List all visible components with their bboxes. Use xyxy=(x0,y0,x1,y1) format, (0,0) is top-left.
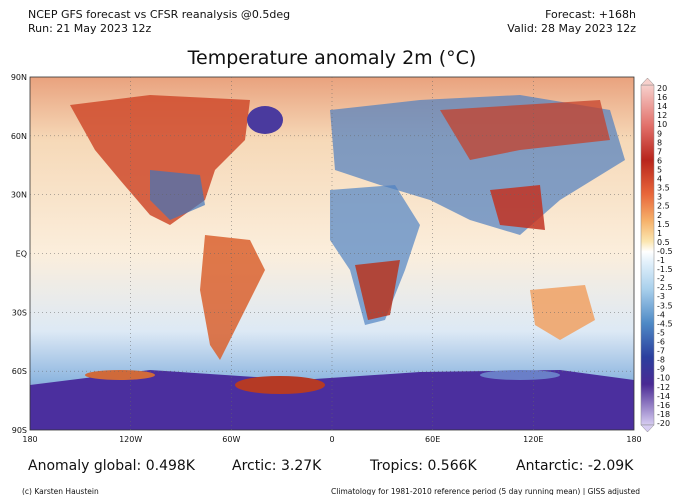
lat-label: 30S xyxy=(12,308,27,317)
colorbar-label: -1 xyxy=(657,256,665,265)
colorbar-label: -4.5 xyxy=(657,319,673,328)
lat-label: 60S xyxy=(12,367,27,376)
colorbar-label: -12 xyxy=(657,383,670,392)
colorbar-label: 2.5 xyxy=(657,202,670,211)
header-line: Forecast: +168h xyxy=(545,8,636,21)
colorbar-label: -8 xyxy=(657,356,665,365)
colorbar-label: -2.5 xyxy=(657,283,673,292)
colorbar-label: -18 xyxy=(657,410,670,419)
graticule xyxy=(30,77,634,430)
header-line: NCEP GFS forecast vs CFSR reanalysis @0.… xyxy=(28,8,290,21)
colorbar-label: 16 xyxy=(657,93,667,102)
colorbar-label: 1.5 xyxy=(657,220,670,229)
lat-label: EQ xyxy=(16,250,27,259)
colorbar-label: 6 xyxy=(657,156,662,165)
lat-label: 90N xyxy=(11,73,27,82)
lon-label: 180 xyxy=(626,435,641,444)
lon-label: 60W xyxy=(222,435,240,444)
colorbar-label: -1.5 xyxy=(657,265,673,274)
colorbar-label: -5 xyxy=(657,328,665,337)
colorbar-label: 9 xyxy=(657,129,662,138)
colorbar-label: -9 xyxy=(657,365,665,374)
footer-credit: (c) Karsten Haustein xyxy=(22,487,99,495)
lon-label: 120W xyxy=(119,435,142,444)
lat-label: 90S xyxy=(12,426,27,435)
colorbar-label: -10 xyxy=(657,374,670,383)
colorbar-label: 5 xyxy=(657,165,662,174)
lon-label: 120E xyxy=(523,435,543,444)
colorbar-label: 1 xyxy=(657,229,662,238)
colorbar-label: -16 xyxy=(657,401,670,410)
colorbar-label: 14 xyxy=(657,102,667,111)
colorbar-label: -4 xyxy=(657,310,665,319)
colorbar-label: 2 xyxy=(657,211,662,220)
colorbar-label: -6 xyxy=(657,338,665,347)
stat: Antarctic: -2.09K xyxy=(516,458,634,474)
colorbar-label: 20 xyxy=(657,84,667,93)
colorbar-label: -2 xyxy=(657,274,665,283)
colorbar-label: -14 xyxy=(657,392,670,401)
colorbar-top xyxy=(640,77,655,86)
colorbar-label: 10 xyxy=(657,120,667,129)
lat-label: 60N xyxy=(11,132,27,141)
lon-label: 180 xyxy=(22,435,37,444)
colorbar-label: -7 xyxy=(657,347,665,356)
header-line: Run: 21 May 2023 12z xyxy=(28,22,152,35)
colorbar xyxy=(640,84,655,426)
colorbar-label: 0.5 xyxy=(657,238,670,247)
colorbar-label: 3.5 xyxy=(657,184,670,193)
stat: Tropics: 0.566K xyxy=(369,458,478,474)
title: Temperature anomaly 2m (°C) xyxy=(187,47,477,69)
colorbar-label: -3 xyxy=(657,292,665,301)
colorbar-label: 3 xyxy=(657,193,662,202)
colorbar-bottom xyxy=(640,424,655,433)
colorbar-label: 4 xyxy=(657,175,662,184)
stat: Arctic: 3.27K xyxy=(232,458,322,474)
lat-label: 30N xyxy=(11,191,27,200)
footer-note: Climatology for 1981-2010 reference peri… xyxy=(331,487,640,495)
colorbar-label: 8 xyxy=(657,138,662,147)
colorbar-label: -0.5 xyxy=(657,247,673,256)
colorbar-label: -20 xyxy=(657,419,670,428)
colorbar-label: 7 xyxy=(657,147,662,156)
header-line: Valid: 28 May 2023 12z xyxy=(507,22,636,35)
colorbar-label: 12 xyxy=(657,111,667,120)
colorbar-label: -3.5 xyxy=(657,301,673,310)
lon-label: 0 xyxy=(329,435,334,444)
lon-label: 60E xyxy=(425,435,440,444)
stat: Anomaly global: 0.498K xyxy=(28,458,196,474)
